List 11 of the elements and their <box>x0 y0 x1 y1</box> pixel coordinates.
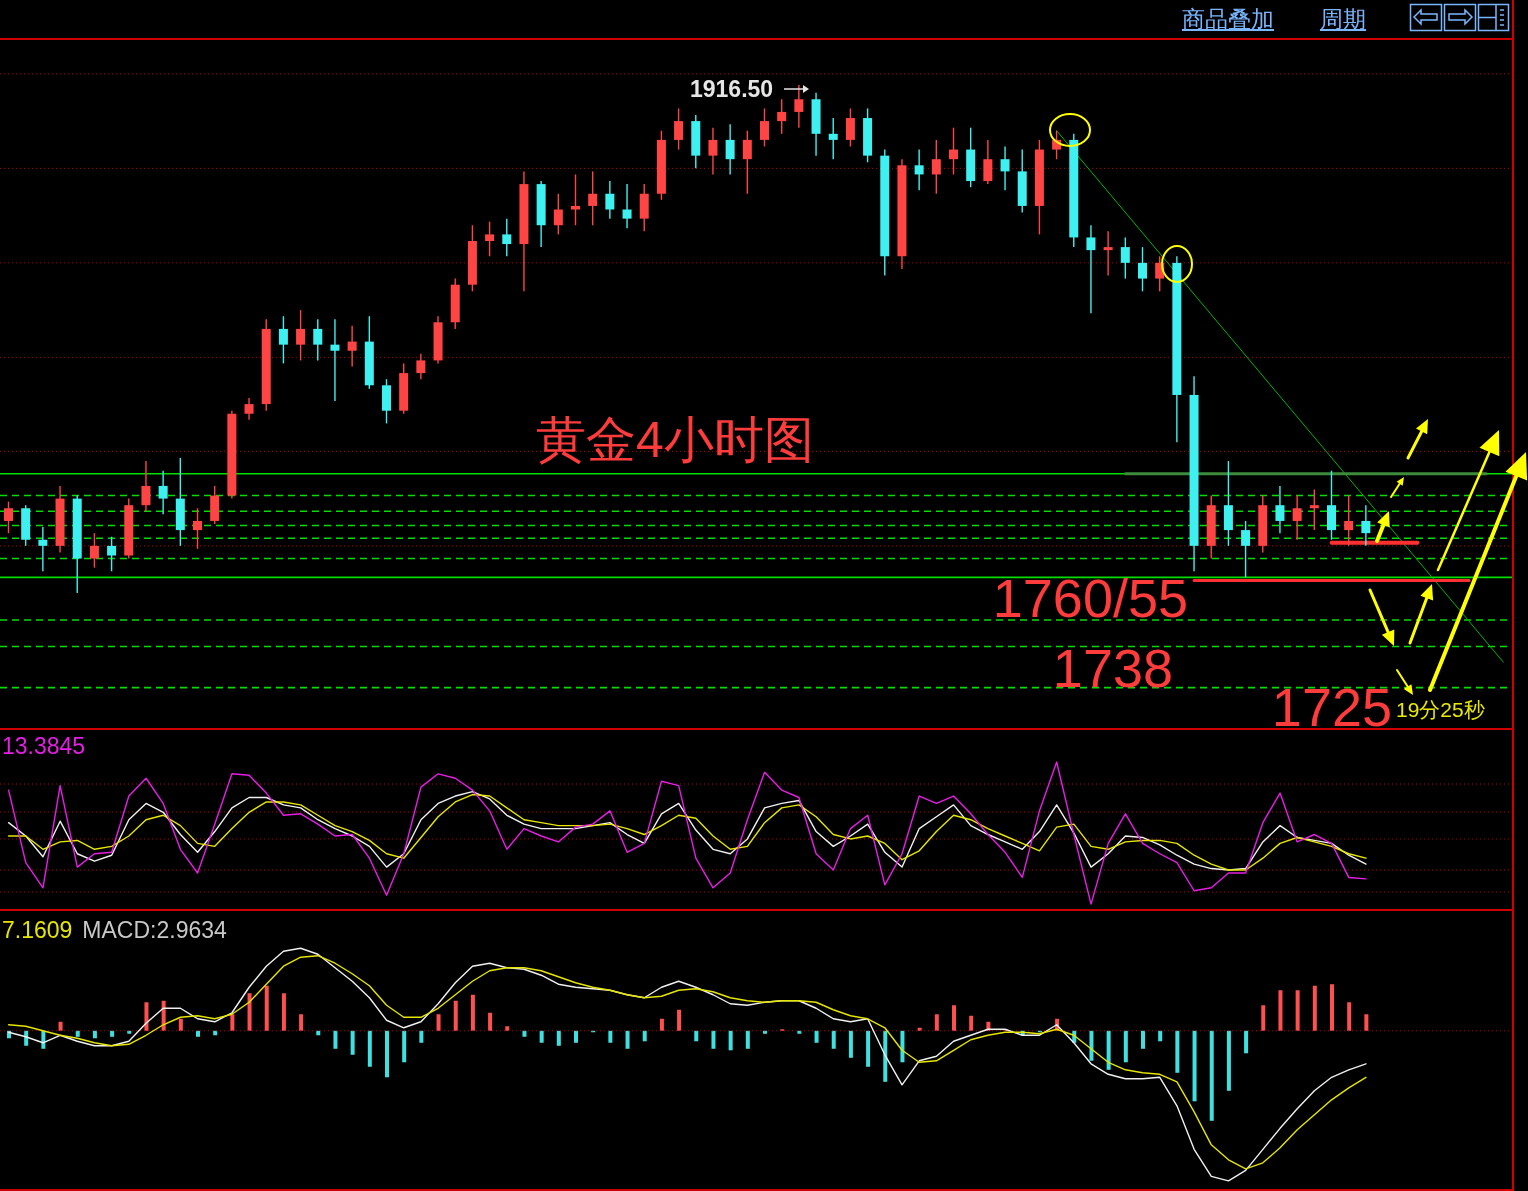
text: 商品叠加 <box>1182 6 1274 32</box>
text: 1725 <box>1271 677 1392 737</box>
series-label: 13.3845 <box>2 733 86 760</box>
text: 1738 <box>1052 638 1173 698</box>
annotation: 1760/55 <box>992 568 1188 628</box>
text: 黄金4小时图 <box>536 412 814 468</box>
text: 周期 <box>1320 6 1366 32</box>
text: MACD:2.9634 <box>82 917 227 944</box>
text: 19分25秒 <box>1396 698 1485 721</box>
annotation: 1916.50 <box>690 76 774 102</box>
text: 7.1609 <box>2 917 73 944</box>
